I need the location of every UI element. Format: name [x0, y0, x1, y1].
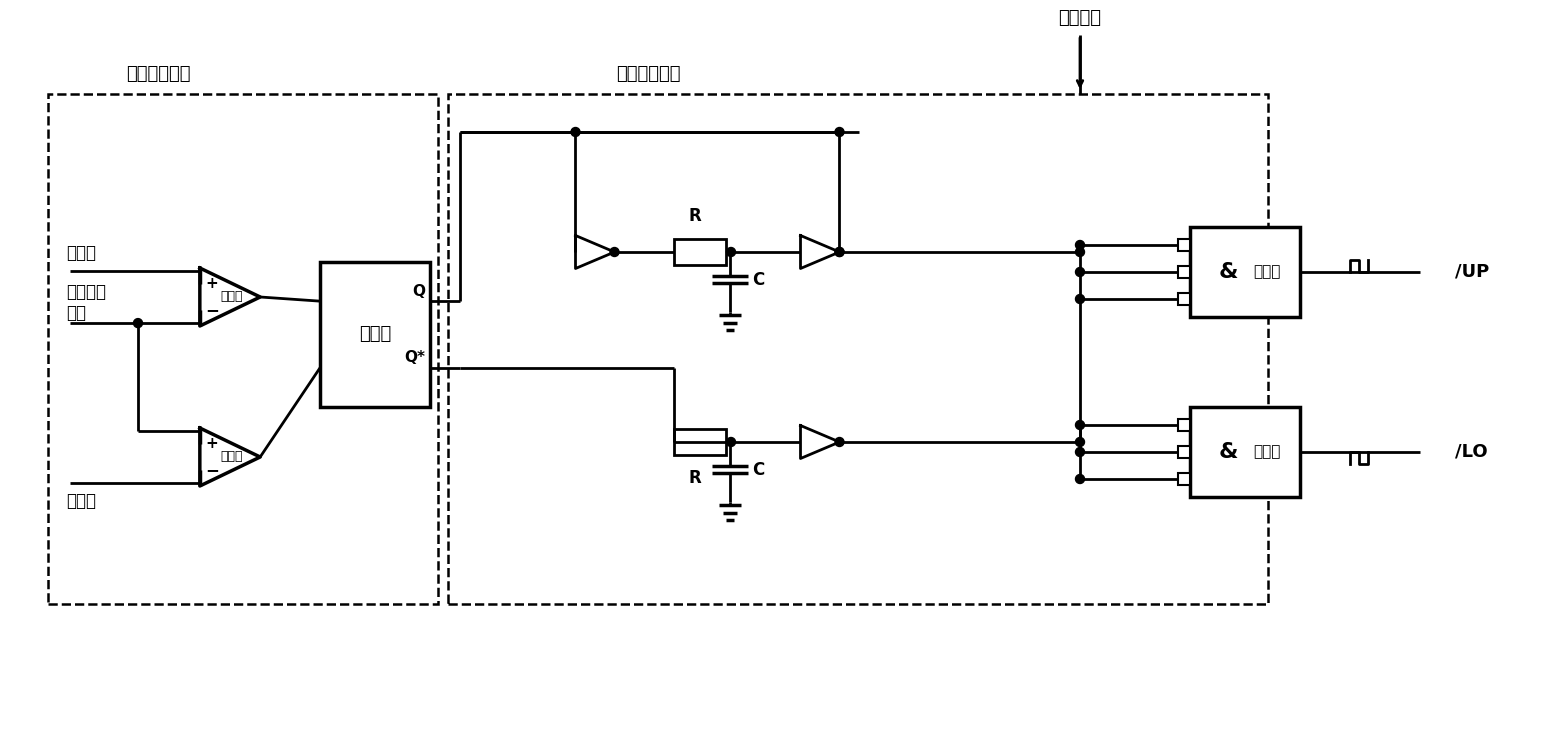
Text: +: +: [205, 436, 218, 451]
Circle shape: [1076, 295, 1085, 304]
Text: &: &: [1218, 262, 1239, 282]
Circle shape: [1076, 247, 1085, 256]
Text: 采样电流
信号: 采样电流 信号: [66, 284, 107, 322]
Circle shape: [1076, 241, 1085, 250]
Text: R: R: [688, 207, 701, 225]
Text: /LO: /LO: [1455, 443, 1488, 461]
Bar: [1190, 227, 1300, 317]
Bar: [1178, 266, 1190, 278]
Text: Q*: Q*: [405, 350, 425, 365]
Circle shape: [1076, 475, 1085, 484]
Circle shape: [610, 247, 619, 256]
Circle shape: [1076, 420, 1085, 429]
Text: 保护信号: 保护信号: [1058, 9, 1101, 27]
Text: 滞环比较电路: 滞环比较电路: [125, 65, 190, 83]
Text: 与非门: 与非门: [1253, 265, 1281, 280]
Circle shape: [1076, 447, 1085, 456]
Text: C: C: [753, 461, 764, 479]
Text: −: −: [205, 461, 220, 479]
Bar: [1178, 293, 1190, 305]
Bar: [1178, 473, 1190, 485]
Circle shape: [1076, 438, 1085, 447]
Text: −: −: [205, 301, 220, 319]
Text: Q: Q: [412, 284, 425, 299]
Circle shape: [836, 438, 844, 447]
Circle shape: [836, 247, 844, 256]
Text: C: C: [753, 271, 764, 289]
Text: /UP: /UP: [1455, 263, 1490, 281]
Circle shape: [726, 247, 735, 256]
Text: 下限值: 下限值: [66, 492, 96, 510]
Circle shape: [133, 319, 143, 328]
Circle shape: [836, 247, 844, 256]
Bar: [1178, 446, 1190, 458]
Text: &: &: [1218, 442, 1239, 462]
Text: 比较器: 比较器: [220, 450, 243, 463]
Bar: [674, 429, 726, 455]
Text: 上限值: 上限值: [66, 244, 96, 262]
Bar: [1178, 419, 1190, 431]
Bar: [1190, 407, 1300, 497]
Text: 死区时间电路: 死区时间电路: [616, 65, 681, 83]
Text: R: R: [688, 469, 701, 487]
Bar: [320, 262, 430, 407]
Circle shape: [836, 128, 844, 137]
Circle shape: [1076, 268, 1085, 277]
Circle shape: [726, 438, 735, 447]
Bar: [49, 94, 437, 604]
Bar: [1178, 239, 1190, 251]
Text: 触发器: 触发器: [359, 326, 390, 344]
Bar: [674, 239, 726, 265]
Text: 与非门: 与非门: [1253, 444, 1281, 459]
Text: +: +: [205, 277, 218, 292]
Bar: [448, 94, 1269, 604]
Text: 比较器: 比较器: [220, 290, 243, 304]
Circle shape: [571, 128, 580, 137]
